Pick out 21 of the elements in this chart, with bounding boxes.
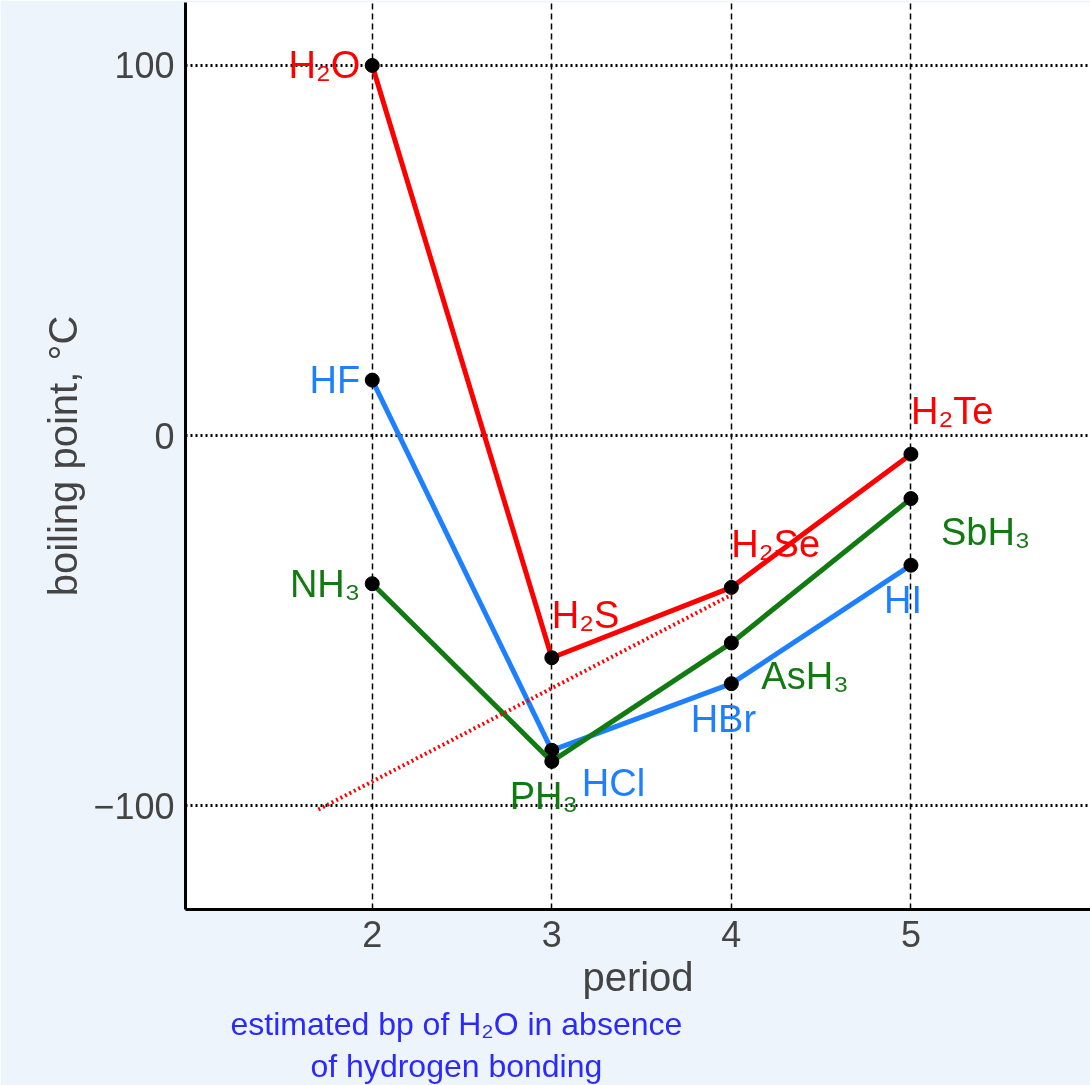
y-tick-label: −100 xyxy=(93,785,175,827)
annotation: SbH₃ xyxy=(940,510,1031,553)
y-axis-title: boiling point, °C xyxy=(41,315,86,597)
annotation: HBr xyxy=(690,697,757,740)
x-tick-label: 4 xyxy=(721,913,742,955)
annotation: NH₃ xyxy=(289,562,361,605)
annotation: AsH₃ xyxy=(761,654,849,697)
annotation: PH₃ xyxy=(509,775,578,818)
x-tick-label: 5 xyxy=(900,913,921,955)
x-tick-label: 2 xyxy=(362,913,383,955)
x-tick-label: 3 xyxy=(541,913,562,955)
x-axis-title: period xyxy=(582,954,694,999)
annotation: H₂Te xyxy=(910,390,994,433)
annotation: H₂O xyxy=(288,44,361,87)
y-tick-label: 100 xyxy=(114,45,175,87)
annotation: HI xyxy=(883,579,922,622)
annotation: HF xyxy=(309,359,361,402)
annotation: HCl xyxy=(581,762,646,805)
annotation: H₂S xyxy=(551,593,620,636)
y-tick-label: 0 xyxy=(154,415,175,457)
text: estimated bp of H₂O in absence of hydrogen bonding xyxy=(230,1005,683,1084)
